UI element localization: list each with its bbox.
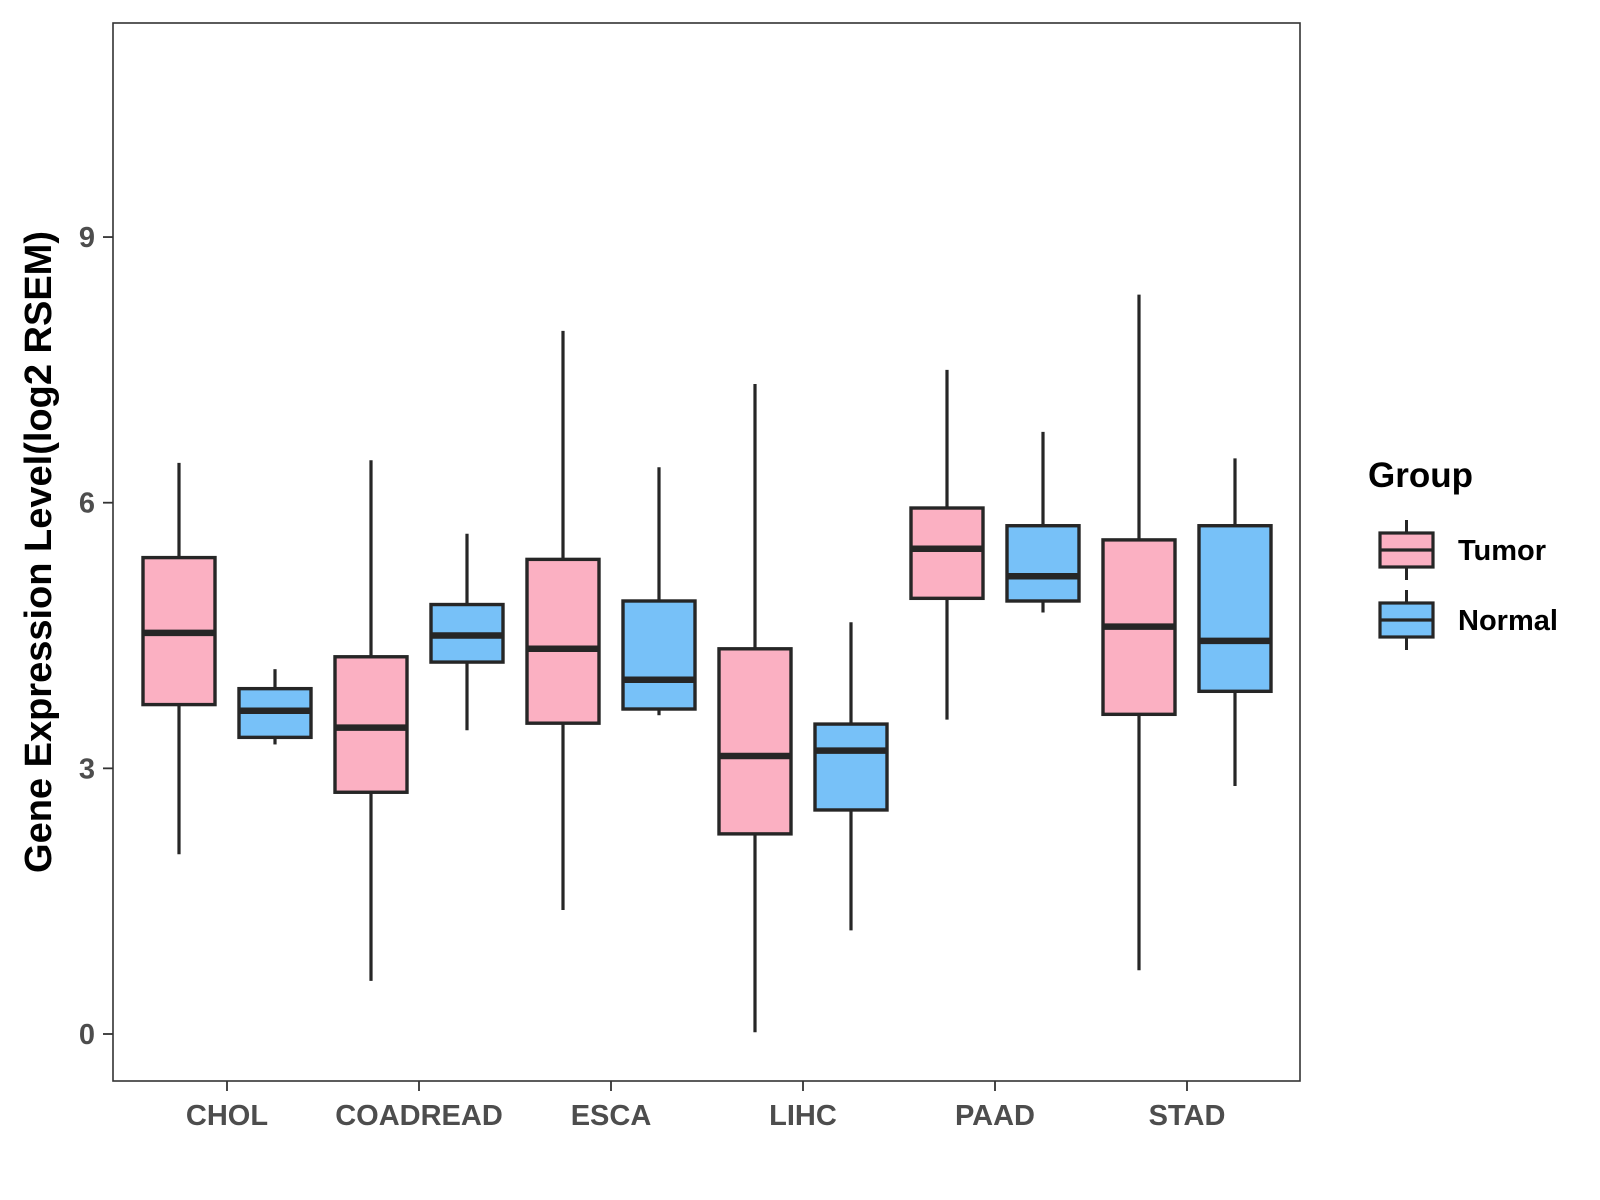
legend: Group Tumor Normal <box>1368 456 1558 650</box>
legend-title: Group <box>1368 456 1473 495</box>
y-axis-title: Gene Expression Level(log2 RSEM) <box>18 231 60 873</box>
legend-item-tumor: Tumor <box>1378 520 1546 580</box>
box-body <box>909 506 985 601</box>
box-tumor-chol <box>141 462 217 855</box>
x-tick-label-esca: ESCA <box>571 1100 652 1132</box>
legend-label-normal: Normal <box>1458 605 1558 637</box>
legend-label-tumor: Tumor <box>1458 535 1546 567</box>
box-body <box>1197 524 1273 694</box>
box-body <box>813 722 889 812</box>
x-axis: CHOL COADREAD ESCA LIHC PAAD STAD <box>186 1081 1225 1132</box>
box-normal-stad <box>1197 458 1273 787</box>
y-tick-label-9: 9 <box>79 222 95 254</box>
box-normal-coadread <box>429 533 505 731</box>
box-body <box>621 599 697 711</box>
box-body <box>717 647 793 836</box>
box-tumor-stad <box>1101 294 1177 971</box>
box-body <box>1005 524 1081 603</box>
box-body <box>525 557 601 725</box>
y-tick-label-3: 3 <box>79 753 95 785</box>
box-tumor-coadread <box>333 460 409 981</box>
x-tick-label-coadread: COADREAD <box>335 1100 503 1132</box>
y-tick-label-0: 0 <box>79 1019 95 1051</box>
x-tick-label-lihc: LIHC <box>769 1100 837 1132</box>
y-tick-label-6: 6 <box>79 488 95 520</box>
box-normal-esca <box>621 467 697 716</box>
x-tick-label-paad: PAAD <box>955 1100 1035 1132</box>
box-tumor-paad <box>909 369 985 720</box>
box-tumor-esca <box>525 330 601 911</box>
box-normal-chol <box>237 669 313 745</box>
box-normal-lihc <box>813 622 889 931</box>
x-tick-label-chol: CHOL <box>186 1100 268 1132</box>
legend-item-normal: Normal <box>1378 590 1558 650</box>
box-tumor-lihc <box>717 384 793 1033</box>
x-tick-label-stad: STAD <box>1149 1100 1226 1132</box>
y-axis: 0 3 6 9 <box>79 222 113 1051</box>
box-normal-paad <box>1005 431 1081 613</box>
boxes-layer <box>141 294 1273 1033</box>
